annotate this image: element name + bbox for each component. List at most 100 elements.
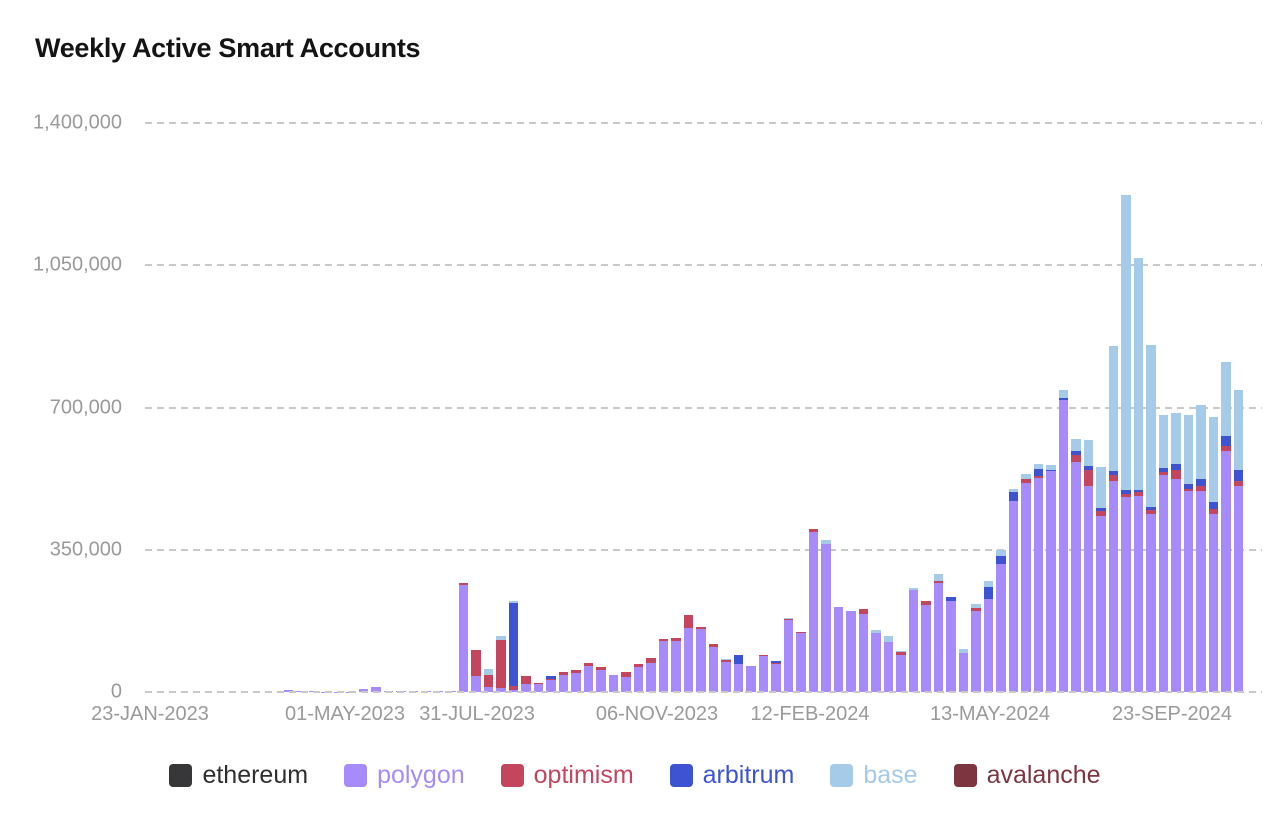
- bar[interactable]: [508, 600, 518, 692]
- bar[interactable]: [821, 539, 831, 692]
- bar[interactable]: [583, 663, 593, 692]
- bar[interactable]: [633, 663, 643, 692]
- bar[interactable]: [696, 626, 706, 692]
- bar[interactable]: [608, 674, 618, 692]
- bar[interactable]: [771, 660, 781, 692]
- bar-segment-polygon: [758, 656, 768, 692]
- bar[interactable]: [496, 635, 506, 692]
- bar-segment-polygon: [833, 607, 843, 692]
- bar[interactable]: [733, 655, 743, 692]
- bar-segment-arbitrum: [1233, 470, 1243, 482]
- bar[interactable]: [883, 636, 893, 692]
- bar-segment-polygon: [358, 689, 368, 692]
- bar-segment-arbitrum: [1033, 468, 1043, 476]
- bar[interactable]: [1083, 439, 1093, 692]
- bar[interactable]: [1208, 416, 1218, 692]
- bar[interactable]: [846, 610, 856, 692]
- legend-swatch-optimism: [500, 764, 524, 787]
- bar[interactable]: [946, 597, 956, 692]
- bar[interactable]: [1033, 464, 1043, 692]
- bar-segment-base: [1021, 473, 1031, 479]
- bar[interactable]: [533, 683, 543, 692]
- bar[interactable]: [483, 669, 493, 692]
- bar-segment-polygon: [1046, 471, 1056, 692]
- bar[interactable]: [1133, 257, 1143, 692]
- bar-segment-polygon: [733, 664, 743, 692]
- bar[interactable]: [896, 650, 906, 692]
- bar[interactable]: [1196, 405, 1206, 692]
- bar[interactable]: [996, 549, 1006, 692]
- bar[interactable]: [1096, 467, 1106, 692]
- bar-segment-base: [783, 618, 793, 619]
- bar-segment-base: [933, 574, 943, 581]
- bar[interactable]: [458, 582, 468, 692]
- bar[interactable]: [571, 670, 581, 692]
- bar[interactable]: [471, 649, 481, 692]
- bar[interactable]: [708, 644, 718, 692]
- bar-segment-polygon: [1146, 513, 1156, 692]
- bar[interactable]: [833, 606, 843, 692]
- bar-segment-polygon: [858, 613, 868, 692]
- bar[interactable]: [658, 639, 668, 692]
- bar[interactable]: [758, 655, 768, 692]
- bar[interactable]: [371, 687, 381, 692]
- bar[interactable]: [858, 608, 868, 692]
- bar-segment-optimism: [1096, 510, 1106, 516]
- bar[interactable]: [1183, 414, 1193, 692]
- legend-item-optimism[interactable]: optimism: [500, 761, 634, 790]
- bar-segment-optimism: [683, 614, 693, 629]
- bar-segment-arbitrum: [1158, 467, 1168, 473]
- bar[interactable]: [908, 587, 918, 692]
- bar-segment-polygon: [933, 583, 943, 692]
- bar[interactable]: [558, 672, 568, 692]
- bar[interactable]: [1171, 412, 1181, 692]
- bar[interactable]: [1071, 438, 1081, 692]
- bar-segment-optimism: [1233, 481, 1243, 486]
- legend-item-polygon[interactable]: polygon: [344, 761, 465, 790]
- bar[interactable]: [1108, 345, 1118, 692]
- bar[interactable]: [1146, 344, 1156, 692]
- bar[interactable]: [933, 574, 943, 692]
- bar[interactable]: [808, 529, 818, 692]
- bar[interactable]: [983, 581, 993, 692]
- bar[interactable]: [1158, 415, 1168, 692]
- bar[interactable]: [546, 675, 556, 692]
- bar[interactable]: [1046, 465, 1056, 692]
- legend-item-arbitrum[interactable]: arbitrum: [669, 761, 794, 790]
- bar[interactable]: [521, 675, 531, 692]
- legend-item-avalanche[interactable]: avalanche: [953, 761, 1101, 790]
- bar[interactable]: [671, 637, 681, 692]
- bar-segment-base: [983, 581, 993, 588]
- bar[interactable]: [783, 618, 793, 692]
- bar-segment-optimism: [783, 618, 793, 620]
- bar-segment-polygon: [558, 674, 568, 692]
- bar[interactable]: [921, 601, 931, 692]
- bar[interactable]: [1121, 194, 1131, 692]
- legend-item-base[interactable]: base: [830, 761, 918, 790]
- bar[interactable]: [746, 666, 756, 692]
- bar[interactable]: [646, 657, 656, 692]
- bar[interactable]: [358, 689, 368, 692]
- bar-segment-arbitrum: [771, 660, 781, 664]
- bar[interactable]: [721, 659, 731, 692]
- bar-segment-base: [1046, 465, 1056, 471]
- bar[interactable]: [971, 604, 981, 692]
- bar[interactable]: [1021, 473, 1031, 692]
- bar[interactable]: [1233, 389, 1243, 692]
- bar[interactable]: [1221, 362, 1231, 692]
- bar[interactable]: [958, 649, 968, 692]
- bar[interactable]: [596, 667, 606, 692]
- legend-item-ethereum[interactable]: ethereum: [169, 761, 308, 790]
- x-axis-tick-label: 23-JAN-2023: [91, 703, 209, 725]
- bar-segment-arbitrum: [983, 587, 993, 599]
- bar[interactable]: [871, 629, 881, 692]
- bar[interactable]: [1008, 489, 1018, 692]
- bar-segment-base: [1083, 439, 1093, 466]
- bar-segment-polygon: [371, 687, 381, 692]
- bar[interactable]: [796, 632, 806, 692]
- bar-segment-polygon: [583, 665, 593, 692]
- bar[interactable]: [621, 671, 631, 692]
- bar[interactable]: [683, 614, 693, 692]
- bar[interactable]: [1058, 390, 1068, 692]
- bar-segment-optimism: [646, 657, 656, 663]
